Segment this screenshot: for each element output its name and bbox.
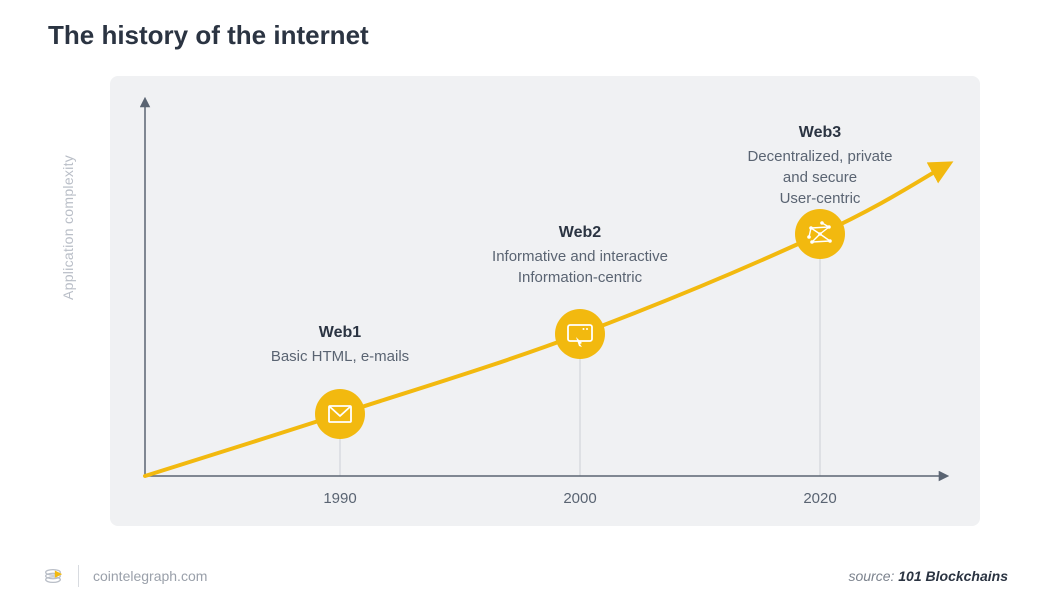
node-web2-title: Web2	[492, 222, 668, 244]
page-title: The history of the internet	[48, 20, 369, 51]
node-web2-icon	[555, 309, 605, 359]
node-web3-icon	[795, 209, 845, 259]
node-web2-labels: Web2 Informative and interactive Informa…	[492, 222, 668, 288]
node-web2-desc-1: Informative and interactive	[492, 246, 668, 267]
footer-left: cointelegraph.com	[42, 565, 207, 587]
footer-right: source: 101 Blockchains	[848, 568, 1008, 584]
node-web1-labels: Web1 Basic HTML, e-mails	[271, 322, 409, 367]
y-axis-label: Application complexity	[60, 155, 76, 300]
xtick-2000: 2000	[563, 490, 596, 507]
cointelegraph-logo-icon	[42, 565, 64, 587]
node-web3-desc-2: User-centric	[740, 188, 900, 209]
node-web3-desc-1: Decentralized, private and secure	[740, 146, 900, 188]
chart-panel: Web1 Basic HTML, e-mails Web2 Informativ…	[110, 76, 980, 526]
footer-source-name: 101 Blockchains	[898, 568, 1008, 584]
node-web2-desc-2: Information-centric	[492, 267, 668, 288]
node-web3-title: Web3	[740, 122, 900, 144]
footer-divider	[78, 565, 79, 587]
node-web3-labels: Web3 Decentralized, private and secure U…	[740, 122, 900, 209]
footer: cointelegraph.com source: 101 Blockchain…	[0, 552, 1050, 600]
footer-site: cointelegraph.com	[93, 568, 207, 584]
node-web1-icon	[315, 389, 365, 439]
node-web1-title: Web1	[271, 322, 409, 344]
xtick-1990: 1990	[323, 490, 356, 507]
xtick-2020: 2020	[803, 490, 836, 507]
node-web1-desc-1: Basic HTML, e-mails	[271, 346, 409, 367]
footer-source-label: source:	[848, 568, 894, 584]
